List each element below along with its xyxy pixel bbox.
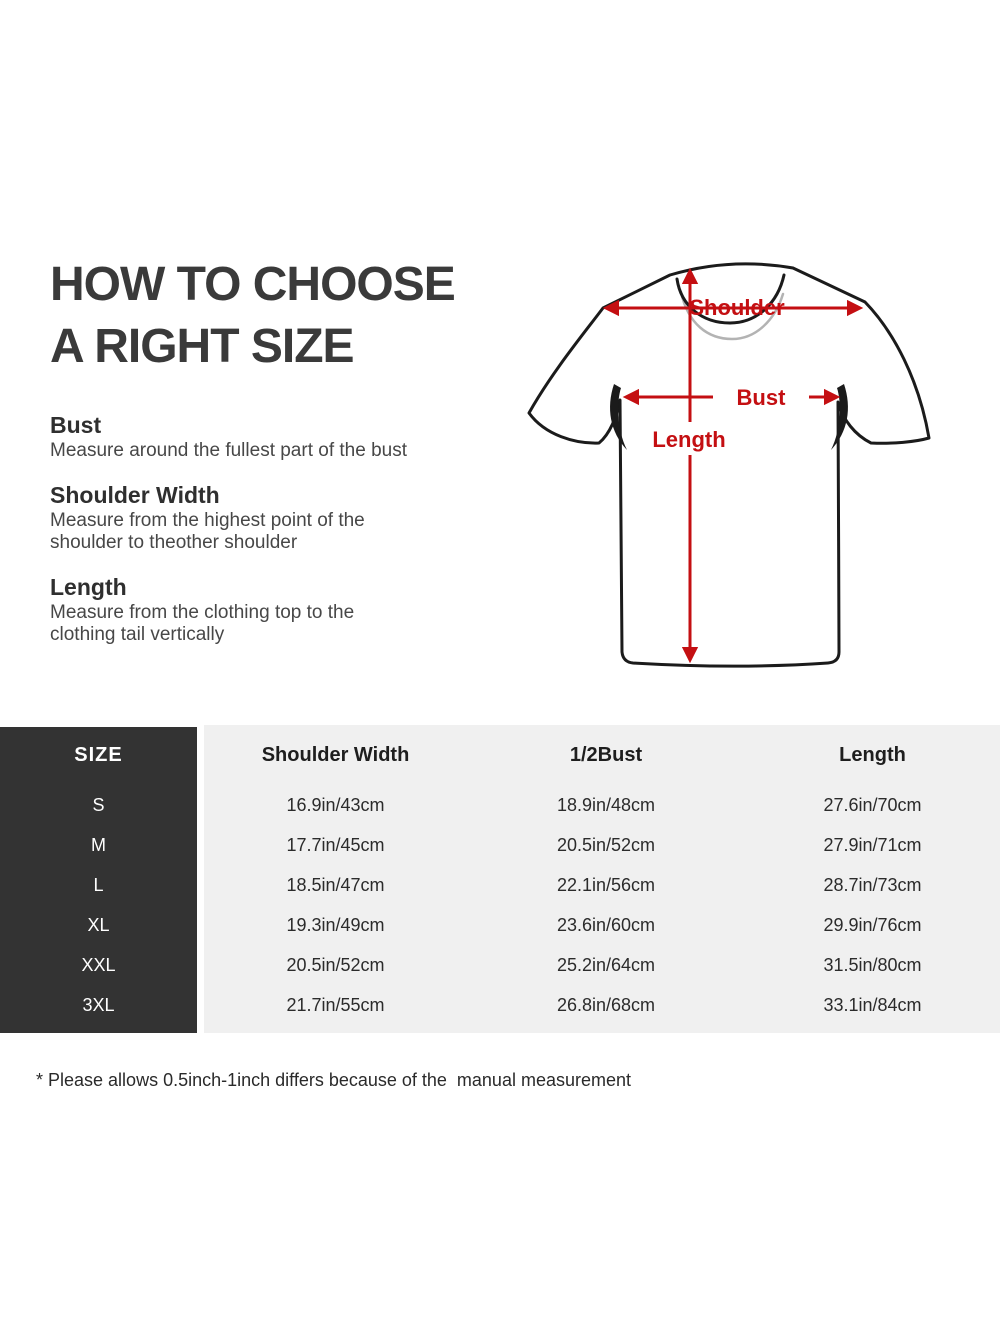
row-length-value: 29.9in/76cm	[823, 914, 922, 935]
info-desc-line: clothing tail vertically	[50, 624, 225, 645]
measurement-disclaimer: * Please allows 0.5inch-1inch differs be…	[36, 1070, 632, 1090]
size-column-background	[0, 727, 197, 1033]
row-length-value: 28.7in/73cm	[823, 874, 922, 895]
length-label: Length	[652, 427, 725, 452]
row-half-bust-value: 25.2in/64cm	[556, 954, 656, 975]
row-size-label: M	[91, 834, 106, 855]
info-desc-line: Measure from the highest point of the	[50, 510, 365, 531]
info-block-shoulder-width: Shoulder Width Measure from the highest …	[50, 482, 490, 554]
size-table-row: L 18.5in/47cm 22.1in/56cm 28.7in/73cm	[0, 865, 1000, 905]
info-heading-length: Length	[50, 574, 127, 600]
page-title: HOW TO CHOOSE A RIGHT SIZE	[50, 254, 456, 378]
size-table-row: XXL 20.5in/52cm 25.2in/64cm 31.5in/80cm	[0, 945, 1000, 985]
underarm-shadow-left	[610, 384, 627, 450]
size-table-content: SIZE Shoulder Width 1/2Bust Length S 16.…	[0, 725, 1000, 1025]
length-label-bg	[648, 422, 730, 455]
row-size-label: 3XL	[82, 994, 115, 1015]
row-shoulder-width-value: 21.7in/55cm	[286, 994, 385, 1015]
info-desc-line: Measure from the clothing top to the	[50, 602, 355, 623]
info-block-bust: Bust Measure around the fullest part of …	[50, 412, 490, 462]
bust-label-bg	[713, 381, 809, 412]
row-half-bust-value: 23.6in/60cm	[556, 914, 656, 935]
info-block-length: Length Measure from the clothing top to …	[50, 574, 490, 646]
size-table-row: S 16.9in/43cm 18.9in/48cm 27.6in/70cm	[0, 785, 1000, 825]
row-shoulder-width-value: 18.5in/47cm	[286, 874, 385, 895]
row-size-label: S	[92, 794, 105, 815]
info-desc-line: Measure around the fullest part of the b…	[50, 440, 407, 461]
size-table-row: M 17.7in/45cm 20.5in/52cm 27.9in/71cm	[0, 825, 1000, 865]
shoulder-label: Shoulder	[689, 295, 785, 320]
row-shoulder-width-value: 19.3in/49cm	[286, 914, 385, 935]
row-shoulder-width-value: 20.5in/52cm	[286, 954, 385, 975]
info-heading-bust: Bust	[50, 412, 102, 438]
row-size-label: XXL	[81, 954, 116, 975]
row-size-label: L	[93, 874, 104, 895]
size-table-row: 3XL 21.7in/55cm 26.8in/68cm 33.1in/84cm	[0, 985, 1000, 1025]
row-length-value: 31.5in/80cm	[823, 954, 922, 975]
row-length-value: 27.9in/71cm	[823, 834, 922, 855]
row-half-bust-value: 26.8in/68cm	[556, 994, 656, 1015]
row-half-bust-value: 18.9in/48cm	[556, 794, 656, 815]
measurement-info: Bust Measure around the fullest part of …	[50, 412, 490, 666]
size-table-rows: S 16.9in/43cm 18.9in/48cm 27.6in/70cm M …	[0, 785, 1000, 1025]
header-length: Length	[839, 743, 906, 766]
row-shoulder-width-value: 17.7in/45cm	[286, 834, 385, 855]
info-heading-shoulder-width: Shoulder Width	[50, 482, 220, 508]
title-line-1: HOW TO CHOOSE	[50, 258, 456, 311]
tshirt-outline	[527, 262, 931, 668]
row-length-value: 27.6in/70cm	[823, 794, 922, 815]
row-length-value: 33.1in/84cm	[823, 994, 922, 1015]
row-size-label: XL	[87, 914, 110, 935]
underarm-shadow-right	[831, 384, 848, 450]
header-size: SIZE	[74, 743, 123, 766]
title-line-2: A RIGHT SIZE	[50, 320, 355, 373]
size-table-row: XL 19.3in/49cm 23.6in/60cm 29.9in/76cm	[0, 905, 1000, 945]
size-table-header-row: SIZE Shoulder Width 1/2Bust Length	[0, 725, 1000, 785]
row-shoulder-width-value: 16.9in/43cm	[286, 794, 385, 815]
row-half-bust-value: 22.1in/56cm	[556, 874, 656, 895]
header-shoulder-width: Shoulder Width	[261, 743, 410, 766]
info-desc-line: shoulder to theother shoulder	[50, 532, 298, 553]
header-half-bust: 1/2Bust	[569, 743, 643, 766]
bust-label: Bust	[737, 385, 787, 410]
data-column-background	[204, 725, 1000, 1033]
tshirt-measurement-diagram: Shoulder Bust Length	[527, 262, 931, 668]
row-half-bust-value: 20.5in/52cm	[556, 834, 656, 855]
size-table: SIZE Shoulder Width 1/2Bust Length S 16.…	[0, 725, 1000, 1033]
